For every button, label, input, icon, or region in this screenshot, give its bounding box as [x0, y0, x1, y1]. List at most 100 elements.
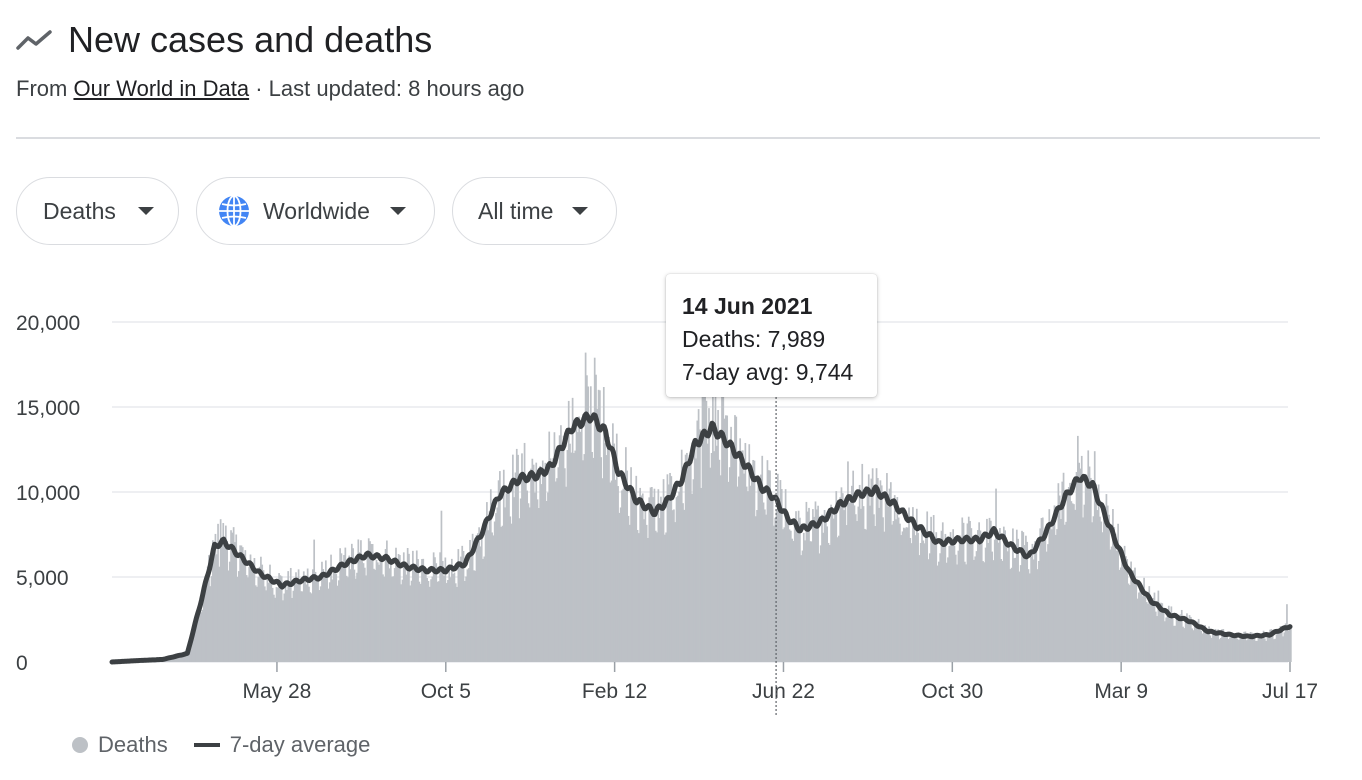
death-bar	[1247, 639, 1249, 662]
death-bar	[741, 450, 744, 662]
death-bar	[687, 459, 690, 662]
death-bar	[428, 586, 431, 662]
death-bar	[1186, 613, 1188, 662]
death-bar	[1193, 624, 1196, 662]
death-bar	[997, 542, 1000, 662]
death-bar	[889, 482, 892, 662]
death-bar	[474, 570, 477, 662]
death-bar	[482, 558, 484, 662]
death-bar	[495, 513, 497, 662]
death-bar	[471, 533, 474, 662]
death-bar	[926, 511, 929, 662]
death-bar	[886, 473, 888, 662]
death-bar	[462, 550, 465, 662]
range-dropdown[interactable]: All time	[452, 177, 617, 245]
death-bar	[1093, 451, 1096, 662]
death-bar	[567, 400, 570, 662]
death-bar	[352, 548, 354, 662]
death-bar	[1217, 629, 1219, 662]
death-bar	[340, 553, 343, 662]
death-bar	[910, 543, 913, 662]
death-bar	[204, 580, 206, 662]
metric-dropdown[interactable]: Deaths	[16, 177, 179, 245]
death-bar	[295, 572, 297, 662]
death-bar	[684, 454, 687, 662]
death-bar	[457, 549, 460, 662]
death-bar	[913, 526, 916, 662]
death-bar	[460, 556, 462, 662]
death-bar	[176, 656, 179, 662]
death-bar	[373, 568, 375, 662]
death-bar	[561, 449, 564, 662]
death-bar	[605, 455, 608, 662]
caret-down-icon	[137, 207, 154, 215]
death-bar	[449, 577, 452, 662]
death-bar	[1077, 435, 1079, 662]
death-bar	[1054, 534, 1057, 662]
death-bar	[512, 454, 514, 662]
death-bar	[331, 579, 334, 662]
death-bar	[532, 464, 535, 662]
death-bar	[1092, 516, 1095, 662]
death-bar	[675, 497, 678, 662]
death-bar	[1188, 615, 1191, 662]
death-bar	[688, 455, 691, 662]
death-bar	[606, 433, 609, 662]
death-bar	[732, 442, 735, 662]
region-dropdown[interactable]: Worldwide	[196, 177, 435, 245]
death-bar	[291, 597, 293, 662]
death-bar	[409, 585, 412, 662]
death-bar	[892, 521, 895, 662]
death-bar	[876, 478, 879, 662]
death-bar	[969, 520, 971, 662]
death-bar	[580, 417, 583, 662]
death-bar	[830, 504, 832, 662]
death-bar	[506, 490, 509, 662]
death-bar	[178, 655, 180, 662]
death-bar	[502, 469, 505, 662]
chart-header: New cases and deaths From Our World in D…	[16, 18, 1320, 104]
death-bar	[321, 561, 323, 662]
death-bar	[966, 523, 969, 662]
seven-day-average-line	[109, 411, 1293, 665]
death-bar	[353, 569, 356, 662]
death-bar	[1170, 606, 1173, 662]
death-bar	[1022, 532, 1025, 662]
source-prefix: From	[16, 76, 68, 101]
death-bar	[853, 505, 856, 662]
death-bar	[973, 559, 975, 662]
death-bar	[1018, 571, 1021, 662]
death-bar	[514, 472, 517, 662]
death-bar	[719, 475, 722, 662]
death-bar	[601, 478, 604, 662]
death-bar	[278, 573, 280, 662]
death-bar	[893, 495, 896, 662]
death-bar	[571, 397, 574, 662]
death-bar	[1025, 535, 1027, 662]
death-bar	[239, 545, 241, 662]
death-bar	[835, 491, 838, 662]
death-bar	[861, 463, 864, 662]
death-bar	[345, 575, 348, 662]
death-bar	[657, 489, 660, 662]
death-bar	[964, 561, 966, 662]
death-bar	[944, 533, 947, 662]
death-bar	[431, 576, 434, 662]
death-bar	[914, 535, 917, 662]
death-bar	[648, 497, 651, 662]
death-bar	[187, 654, 190, 662]
death-bar	[771, 494, 774, 662]
death-bar	[761, 455, 764, 662]
death-bar	[425, 571, 427, 662]
source-link[interactable]: Our World in Data	[73, 76, 250, 101]
death-bar	[240, 545, 243, 662]
death-bar	[1012, 528, 1014, 662]
death-bar	[579, 431, 582, 662]
death-bar	[763, 509, 766, 662]
death-bar	[970, 528, 973, 662]
death-bar	[867, 474, 870, 662]
death-bar	[1110, 546, 1113, 662]
death-bar	[714, 386, 717, 662]
death-bar	[412, 550, 414, 662]
